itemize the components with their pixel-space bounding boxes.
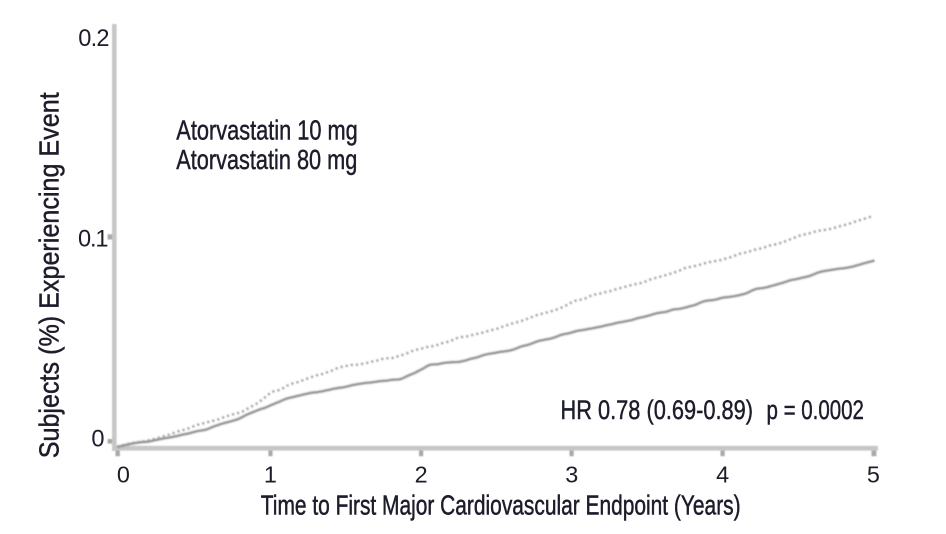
svg-text:0: 0 <box>117 462 130 488</box>
svg-text:p = 0.0002: p = 0.0002 <box>767 394 864 425</box>
svg-text:5: 5 <box>867 462 880 488</box>
svg-text:Time to First Major Cardiovasc: Time to First Major Cardiovascular Endpo… <box>261 489 741 520</box>
svg-text:0: 0 <box>91 427 104 453</box>
svg-text:2: 2 <box>415 462 428 488</box>
svg-text:4: 4 <box>716 462 729 488</box>
svg-text:Atorvastatin 80 mg: Atorvastatin 80 mg <box>176 144 357 175</box>
svg-text:1: 1 <box>264 462 277 488</box>
svg-text:Subjects (%) Experiencing Even: Subjects (%) Experiencing Event <box>34 92 65 458</box>
svg-text:0.1: 0.1 <box>78 226 109 252</box>
svg-text:Atorvastatin 10 mg: Atorvastatin 10 mg <box>176 115 357 146</box>
svg-text:HR 0.78 (0.69-0.89): HR 0.78 (0.69-0.89) <box>561 394 754 425</box>
svg-text:3: 3 <box>565 462 578 488</box>
svg-text:0.2: 0.2 <box>78 26 109 52</box>
